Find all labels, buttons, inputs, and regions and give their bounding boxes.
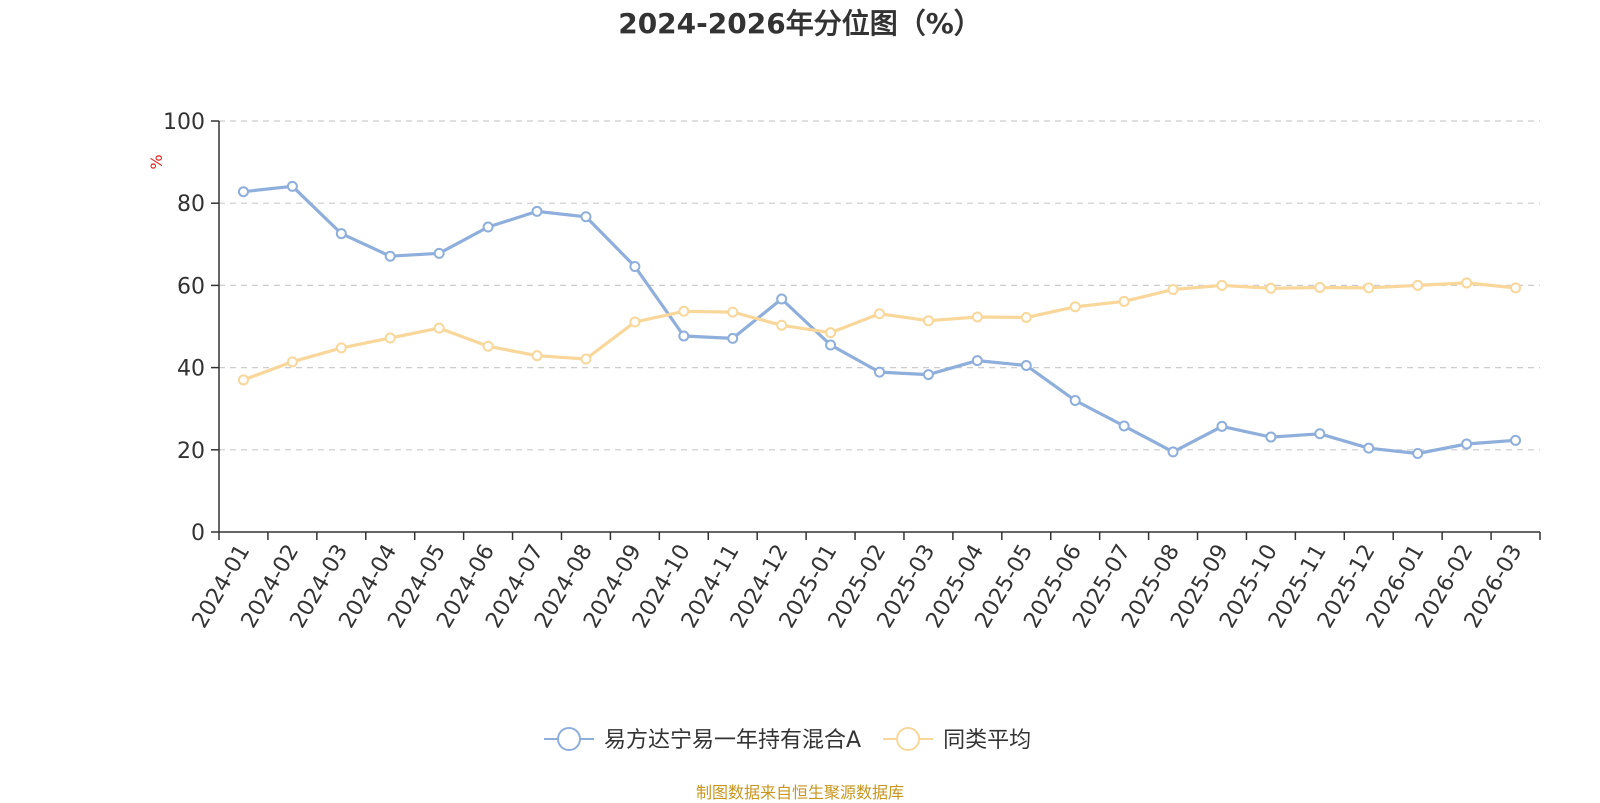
data-point: [237, 374, 249, 386]
data-point: [1363, 442, 1375, 454]
data-point: [971, 355, 983, 367]
data-point: [286, 180, 298, 192]
data-point: [1167, 284, 1179, 296]
data-point: [629, 316, 641, 328]
data-point: [1020, 360, 1032, 372]
data-point: [1412, 447, 1424, 459]
data-point: [531, 205, 543, 217]
data-point: [384, 332, 396, 344]
data-point: [1314, 281, 1326, 293]
data-point: [531, 350, 543, 362]
data-point: [825, 339, 837, 351]
legend-swatch-marker: [557, 727, 581, 751]
data-points: [237, 180, 1522, 459]
data-point: [1265, 282, 1277, 294]
data-point: [874, 366, 885, 378]
y-tick-label: 0: [191, 521, 205, 546]
data-point: [629, 260, 641, 272]
data-point: [286, 356, 298, 368]
data-point: [237, 186, 249, 198]
data-point: [433, 322, 445, 334]
data-point: [1216, 279, 1228, 291]
data-point: [384, 250, 396, 262]
data-point: [335, 228, 347, 240]
data-point: [1167, 446, 1179, 458]
legend-swatch-marker: [896, 727, 921, 751]
y-tick-label: 80: [177, 192, 205, 217]
legend: 易方达宁易一年持有混合A 同类平均: [544, 727, 1031, 753]
y-tick-label: 40: [177, 357, 205, 382]
data-point: [433, 247, 445, 259]
legend-label: 易方达宁易一年持有混合A: [604, 728, 861, 753]
y-axis-label: %: [147, 154, 166, 169]
data-point: [874, 308, 885, 320]
source-note: 制图数据来自恒生聚源数据库: [695, 783, 904, 802]
data-point: [1118, 295, 1130, 307]
gridlines: [219, 120, 1540, 451]
data-point: [335, 342, 347, 354]
data-point: [727, 332, 739, 344]
data-point: [1265, 431, 1277, 443]
data-point: [776, 319, 788, 331]
data-point: [1314, 428, 1326, 440]
data-point: [922, 369, 934, 381]
data-point: [727, 306, 739, 318]
chart-title: 2024-2026年分位图（%）: [618, 7, 982, 40]
data-point: [1510, 282, 1522, 294]
data-point: [1461, 438, 1473, 450]
data-point: [678, 305, 690, 317]
series-lines: [242, 184, 1516, 456]
y-tick-label: 100: [163, 110, 205, 135]
data-point: [580, 353, 592, 365]
data-point: [1216, 420, 1228, 432]
data-point: [482, 340, 494, 352]
series-line-0: [243, 184, 1516, 456]
data-point: [1510, 434, 1522, 446]
y-tick-label: 60: [177, 274, 205, 299]
y-tick-label: 20: [177, 439, 205, 464]
axes: 020406080100%2024-012024-022024-032024-0…: [147, 110, 1541, 632]
data-point: [580, 211, 592, 223]
data-point: [1412, 279, 1424, 291]
data-point: [1069, 301, 1081, 313]
data-point: [1363, 282, 1375, 294]
legend-label: 同类平均: [943, 728, 1031, 753]
data-point: [1461, 277, 1473, 289]
data-point: [482, 221, 494, 233]
data-point: [1118, 420, 1130, 432]
data-point: [1020, 311, 1032, 323]
data-point: [1069, 394, 1081, 406]
series-line-1: [242, 281, 1516, 382]
data-point: [825, 327, 837, 339]
data-point: [971, 311, 983, 323]
data-point: [776, 293, 788, 305]
data-point: [678, 330, 690, 342]
data-point: [922, 315, 934, 327]
